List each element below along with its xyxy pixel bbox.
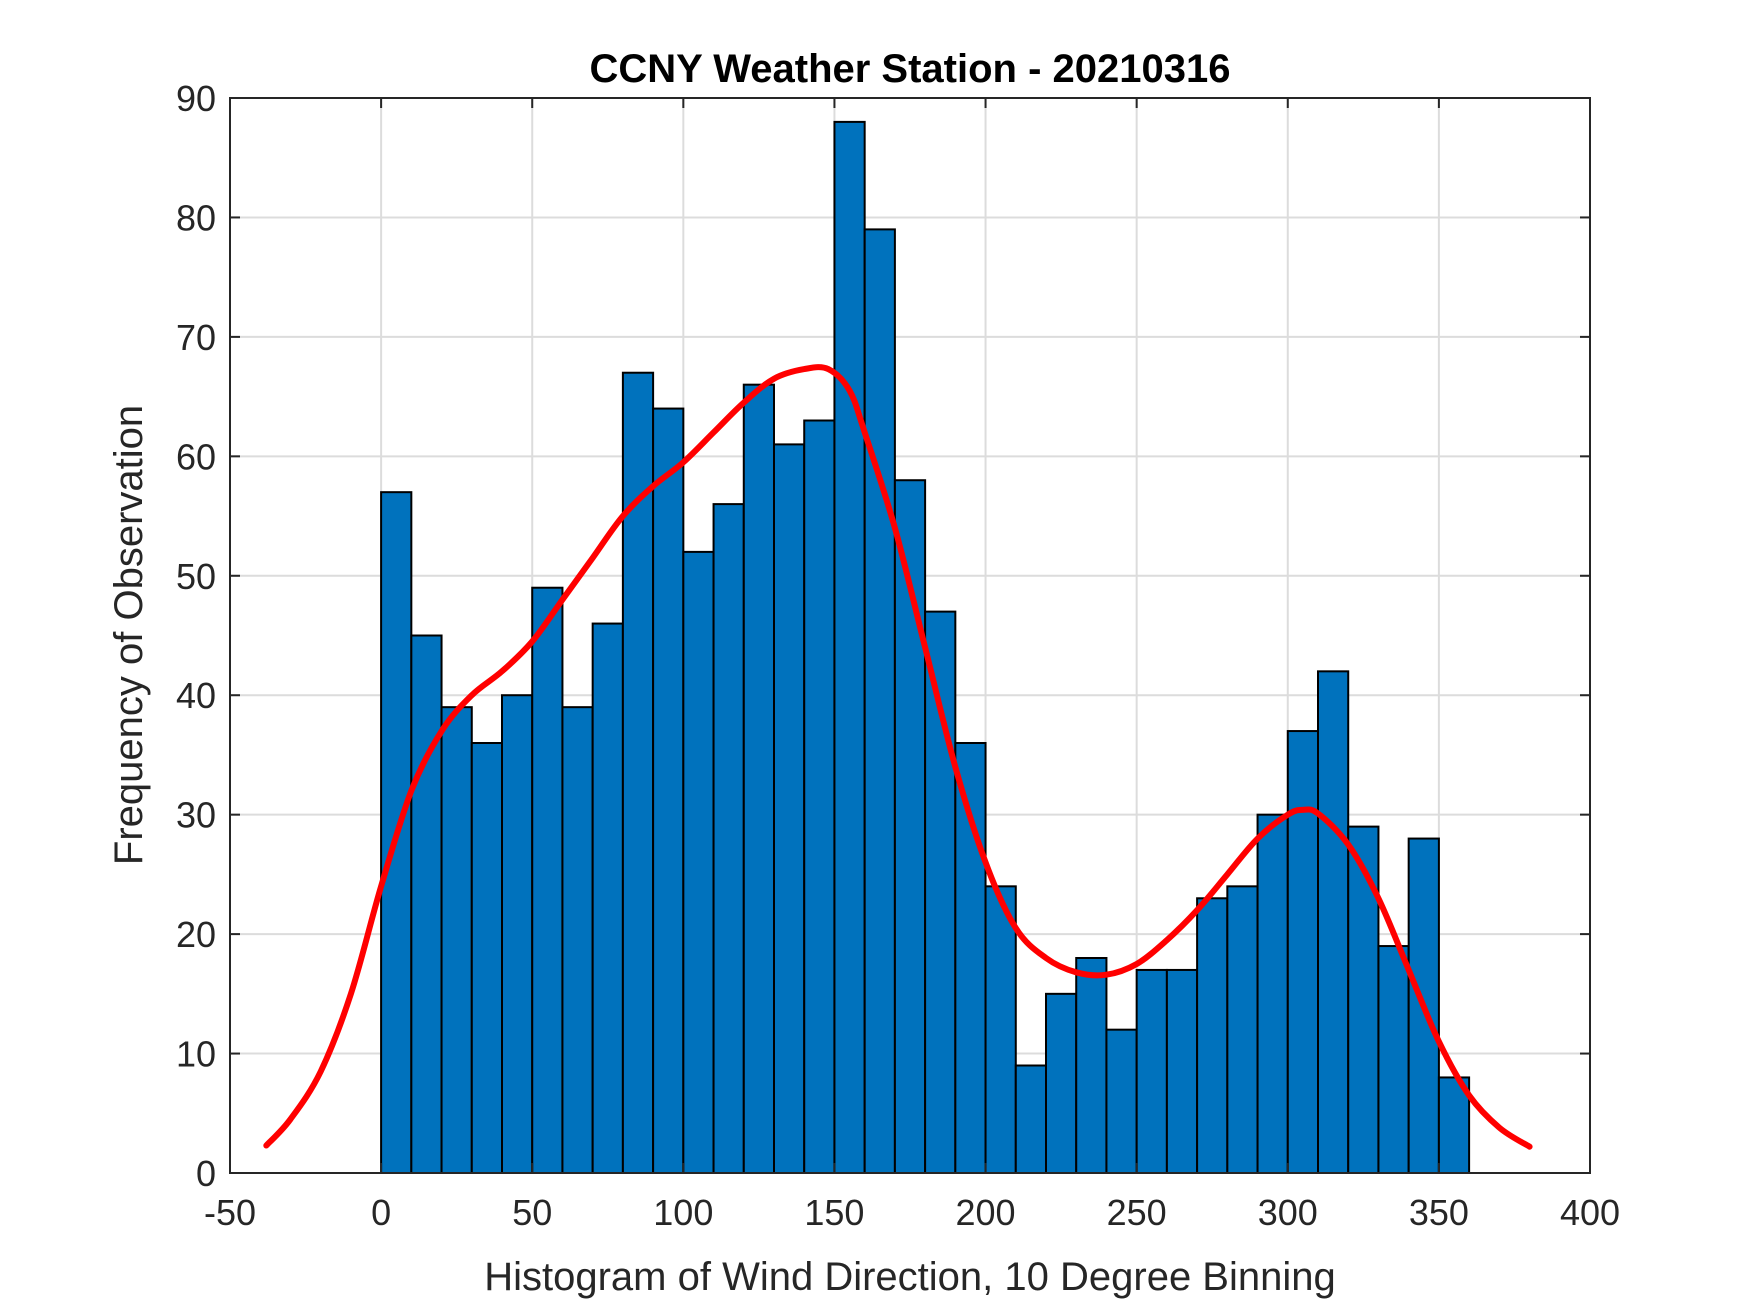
x-tick-label: 200 [956,1192,1016,1233]
histogram-bar [1286,730,1320,1174]
histogram-bar [682,550,715,1174]
tick-marks [229,97,1591,1174]
histogram-bar [1045,992,1078,1174]
y-tick-label: 90 [176,78,216,119]
histogram-bar [863,228,896,1174]
histogram-bar [712,503,745,1175]
y-tick-label: 10 [176,1034,216,1075]
x-tick-label: -50 [204,1192,256,1233]
histogram-bar [531,586,564,1174]
x-tick-label: 100 [653,1192,713,1233]
y-tick-labels: 0 10 20 30 40 50 60 70 80 90 [176,78,216,1194]
histogram-bar [1347,825,1380,1174]
x-tick-label: 250 [1107,1192,1167,1233]
y-tick-label: 50 [176,556,216,597]
x-tick-label: 300 [1258,1192,1318,1233]
histogram-bar [954,742,987,1174]
x-axis-label: Histogram of Wind Direction, 10 Degree B… [484,1255,1336,1299]
histogram-bar [470,742,503,1174]
histogram-bar [410,634,443,1174]
histogram-bar [1014,1064,1047,1174]
y-tick-label: 20 [176,914,216,955]
histogram-bar [1377,945,1410,1174]
histogram-bar [924,610,957,1174]
histogram-bar [1256,813,1289,1175]
histogram-bar [591,622,624,1174]
y-tick-label: 70 [176,317,216,358]
x-tick-label: 350 [1409,1192,1469,1233]
histogram-bar [652,407,685,1174]
histogram-bar [440,706,473,1175]
density-curve [263,364,1533,1150]
y-axis-label: Frequency of Observation [107,405,151,865]
y-tick-label: 40 [176,675,216,716]
x-tick-label: 400 [1560,1192,1620,1233]
histogram-bar [1075,957,1108,1174]
axes-box [229,97,1591,1174]
x-tick-label: 150 [804,1192,864,1233]
x-tick-labels: -50 0 50 100 150 200 250 300 350 400 [204,1192,1620,1233]
y-tick-label: 30 [176,795,216,836]
y-tick-label: 60 [176,436,216,477]
chart-title: CCNY Weather Station - 20210316 [590,47,1231,91]
histogram-bar [984,885,1017,1174]
y-tick-label: 80 [176,197,216,238]
histogram-bar [1105,1028,1138,1174]
histogram-bar [1135,968,1168,1175]
histogram-bar [501,694,534,1174]
histogram-bar [1226,885,1259,1174]
histogram-bar [803,419,836,1174]
histogram-bar [1165,968,1199,1175]
histogram-bar [833,120,866,1174]
x-tick-label: 50 [512,1192,552,1233]
histogram-bar [1196,897,1229,1174]
histogram-bar [773,443,806,1174]
x-tick-label: 0 [371,1192,391,1233]
histogram-bar [561,706,594,1175]
histogram-bar [1317,670,1350,1174]
histogram-bar [742,383,775,1174]
y-tick-label: 0 [196,1153,216,1194]
